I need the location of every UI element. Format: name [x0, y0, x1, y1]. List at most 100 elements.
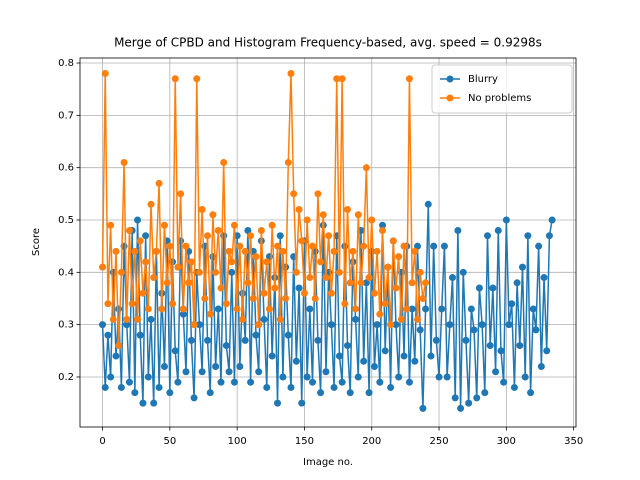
data-point	[416, 268, 424, 276]
data-point	[142, 258, 150, 266]
data-point	[365, 389, 373, 397]
data-point	[125, 378, 133, 386]
data-point	[349, 247, 357, 255]
data-point	[204, 336, 212, 344]
data-point	[190, 321, 198, 329]
data-point	[255, 321, 263, 329]
data-point	[125, 226, 133, 234]
data-point	[155, 383, 163, 391]
data-point	[107, 221, 115, 229]
legend-marker	[446, 94, 454, 102]
data-point	[543, 347, 551, 355]
data-point	[395, 373, 403, 381]
y-tick-label: 0.5	[58, 215, 74, 226]
data-point	[335, 352, 343, 360]
data-point	[279, 373, 287, 381]
data-point	[306, 305, 314, 313]
x-tick-label: 350	[564, 436, 583, 447]
data-point	[182, 242, 190, 250]
data-point	[260, 289, 268, 297]
data-point	[327, 321, 335, 329]
data-point	[112, 247, 120, 255]
data-point	[465, 399, 473, 407]
data-point	[392, 321, 400, 329]
data-point	[249, 294, 257, 302]
data-point	[357, 279, 365, 287]
data-point	[109, 315, 117, 323]
data-point	[101, 69, 109, 77]
data-point	[319, 211, 327, 219]
data-point	[333, 75, 341, 83]
legend-box	[431, 64, 573, 114]
data-point	[174, 378, 182, 386]
data-point	[193, 75, 201, 83]
data-point	[298, 237, 306, 245]
data-point	[212, 268, 220, 276]
data-point	[101, 383, 109, 391]
data-point	[279, 247, 287, 255]
data-point	[400, 352, 408, 360]
x-tick-label: 300	[497, 436, 516, 447]
data-point	[370, 363, 378, 371]
data-point	[516, 342, 524, 350]
data-point	[346, 389, 354, 397]
data-point	[335, 268, 343, 276]
series-line	[101, 204, 553, 409]
data-point	[230, 378, 238, 386]
data-point	[470, 326, 478, 334]
data-point	[244, 226, 252, 234]
data-point	[169, 300, 177, 308]
data-point	[104, 331, 112, 339]
data-point	[115, 305, 123, 313]
data-point	[303, 216, 311, 224]
data-point	[123, 321, 131, 329]
data-point	[338, 75, 346, 83]
data-point	[405, 75, 413, 83]
data-point	[225, 368, 233, 376]
data-point	[222, 342, 230, 350]
data-point	[177, 190, 185, 198]
data-point	[268, 352, 276, 360]
data-point	[198, 206, 206, 214]
data-point	[241, 247, 249, 255]
data-point	[190, 394, 198, 402]
data-point	[201, 294, 209, 302]
data-point	[467, 305, 475, 313]
data-point	[360, 242, 368, 250]
data-point	[117, 268, 125, 276]
data-point	[524, 232, 532, 240]
data-point	[233, 305, 241, 313]
data-point	[532, 326, 540, 334]
data-point	[451, 394, 459, 402]
data-point	[435, 373, 443, 381]
data-point	[438, 305, 446, 313]
data-point	[206, 310, 214, 318]
data-point	[521, 373, 529, 381]
data-point	[395, 253, 403, 261]
data-point	[295, 206, 303, 214]
data-point	[128, 300, 136, 308]
data-point	[217, 284, 225, 292]
y-tick-label: 0.8	[58, 58, 74, 69]
x-axis-label: Image no.	[303, 457, 353, 468]
data-point	[290, 190, 298, 198]
data-point	[508, 300, 516, 308]
data-point	[317, 389, 325, 397]
data-point	[411, 247, 419, 255]
data-point	[217, 378, 225, 386]
data-point	[330, 383, 338, 391]
data-point	[314, 190, 322, 198]
data-point	[300, 289, 308, 297]
data-point	[150, 399, 158, 407]
data-point	[306, 274, 314, 282]
data-point	[379, 226, 387, 234]
data-point	[344, 206, 352, 214]
data-point	[284, 331, 292, 339]
data-point	[292, 357, 300, 365]
data-point	[276, 315, 284, 323]
data-point	[144, 305, 152, 313]
data-point	[494, 226, 502, 234]
data-point	[112, 352, 120, 360]
legend-label: Blurry	[468, 74, 498, 85]
